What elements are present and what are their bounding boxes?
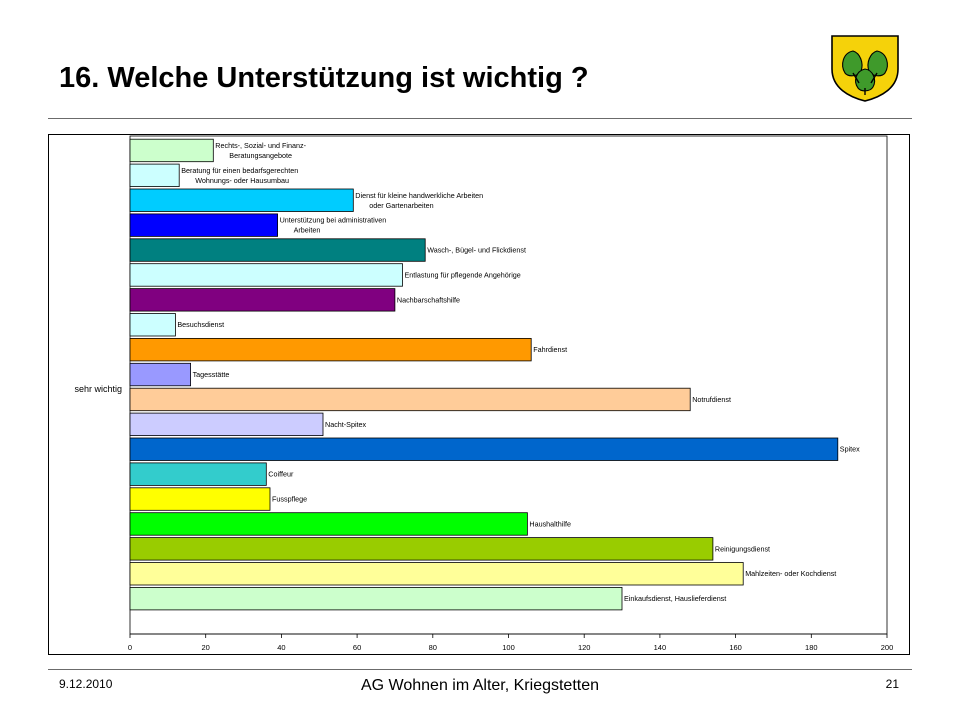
bar-0 <box>129 138 214 163</box>
bar-label-13: Coiffeur <box>268 470 294 479</box>
bar-7 <box>129 313 176 337</box>
bar-16 <box>129 537 714 561</box>
footer-title: AG Wohnen im Alter, Kriegstetten <box>360 677 600 694</box>
bar-label-5: Entlastung für pflegende Angehörige <box>405 270 521 279</box>
page-number: 21 <box>885 677 899 691</box>
bar-label-4: Wasch-, Bügel- und Flickdienst <box>427 246 526 255</box>
bar-label-9: Tagesstätte <box>193 370 230 379</box>
bar-17 <box>129 562 744 586</box>
bar-14 <box>129 487 271 511</box>
bar-8 <box>129 337 532 362</box>
bar-6 <box>129 288 396 312</box>
bar-label-8: Fahrdienst <box>533 345 567 354</box>
bar-chart: sehr wichtig Rechts-, Sozial- und Finanz… <box>48 134 910 655</box>
bar-5 <box>129 263 403 287</box>
bar-label-0: Rechts-, Sozial- und Finanz-Beratungsang… <box>215 141 306 160</box>
bar-label-2: Dienst für kleine handwerkliche Arbeiten… <box>355 191 483 210</box>
bar-label-3: Unterstützung bei administrativen Arbeite… <box>280 216 387 235</box>
bar-2 <box>129 188 354 212</box>
x-tick-label-3: 60 <box>353 643 361 652</box>
bar-label-6: Nachbarschaftshilfe <box>397 295 460 304</box>
slide-title: 16. Welche Unterstützung ist wichtig ? <box>59 62 589 94</box>
bar-11 <box>129 412 324 437</box>
x-tick-label-1: 20 <box>202 643 210 652</box>
bar-label-18: Einkaufsdienst, Hauslieferdienst <box>624 594 726 603</box>
coat-of-arms-icon <box>831 35 899 102</box>
bar-3 <box>129 213 279 237</box>
footer-divider <box>48 669 912 670</box>
bar-label-10: Notrufdienst <box>692 395 731 404</box>
bar-4 <box>129 238 426 262</box>
bar-label-1: Beratung für einen bedarfsgerechten Wohnu… <box>181 166 298 185</box>
bar-label-16: Reinigungsdienst <box>715 544 770 553</box>
bar-15 <box>129 512 528 536</box>
bar-10 <box>129 387 691 412</box>
category-axis-label: sehr wichtig <box>74 384 122 394</box>
bar-label-17: Mahlzeiten- oder Kochdienst <box>745 569 836 578</box>
bar-1 <box>129 163 180 188</box>
x-tick-label-2: 40 <box>277 643 285 652</box>
title-divider <box>48 118 912 119</box>
footer-date: 9.12.2010 <box>59 677 113 691</box>
x-tick-label-0: 0 <box>128 643 132 652</box>
bar-label-7: Besuchsdienst <box>177 320 224 329</box>
x-tick-label-5: 100 <box>502 643 515 652</box>
bar-12 <box>129 437 839 461</box>
x-tick-label-4: 80 <box>429 643 437 652</box>
bar-9 <box>129 362 191 387</box>
bar-13 <box>129 462 267 486</box>
bar-18 <box>129 586 623 611</box>
x-tick-label-10: 200 <box>881 643 894 652</box>
x-tick-label-6: 120 <box>578 643 591 652</box>
x-tick-label-9: 180 <box>805 643 818 652</box>
x-tick-label-8: 160 <box>729 643 742 652</box>
bar-label-14: Fusspflege <box>272 495 307 504</box>
bar-label-11: Nacht-Spitex <box>325 420 367 429</box>
bar-label-12: Spitex <box>840 445 860 454</box>
bar-label-15: Haushalthilfe <box>529 519 571 528</box>
x-tick-label-7: 140 <box>654 643 667 652</box>
